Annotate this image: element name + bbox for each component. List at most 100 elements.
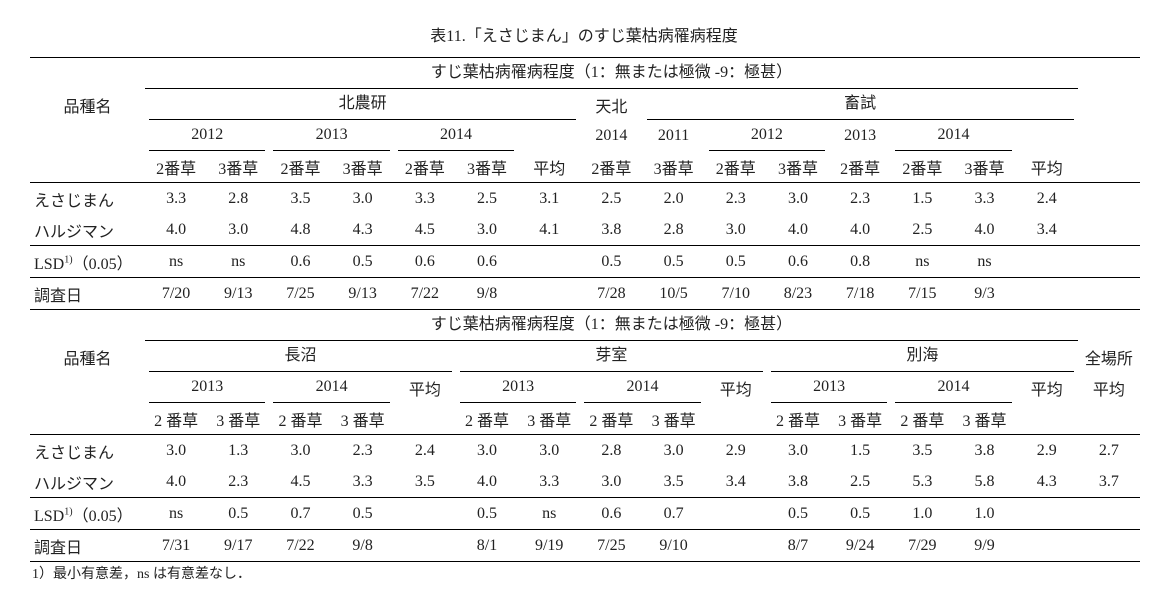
value-cell: 8/7 [766, 529, 830, 562]
value-cell: 3.0 [663, 441, 684, 459]
label-note: 1) [64, 254, 73, 266]
data-row: LSD1)（0.05） ns 0.5 0.7 0.5 0.5 ns 0.6 0.7 0.5 0.5 1… [30, 497, 1140, 530]
value-cell: ns [953, 245, 1016, 278]
row-label: 調査日 [30, 277, 145, 310]
row-label: 調査日 [30, 529, 145, 562]
value-cell: 7/29 [891, 529, 954, 562]
value-cell: 0.6 [580, 497, 643, 530]
value-cell: 3.0 [166, 441, 187, 459]
cut-header: 2番草 [704, 151, 767, 183]
value-cell: 8/23 [766, 277, 830, 310]
value-cell: 9/10 [642, 529, 705, 562]
empty-cell [704, 403, 767, 435]
header-row: 2013 2014 平均 2013 2014 平均 2013 2014 平均 平均 [30, 372, 1140, 403]
value-cell: 2.8 [228, 189, 249, 207]
label-text: 調査日 [34, 287, 83, 305]
value-cell: 3.0 [787, 189, 808, 207]
value-cell: 4.0 [829, 214, 892, 246]
data-table: 品種名 すじ葉枯病罹病程度（1：無または極微 -9：極甚） 長沼 芽室 別海 全場所 201… [30, 310, 1140, 562]
year-header: 2014 [891, 120, 1015, 151]
value-cell: 3.0 [352, 189, 373, 207]
value-cell: 2.9 [1036, 441, 1057, 459]
row-header: 品種名 [63, 350, 112, 368]
value-cell: 0.7 [642, 497, 705, 530]
site-header: 芽室 [456, 341, 767, 372]
empty-cell [1015, 245, 1078, 278]
site-label: 長沼 [149, 341, 452, 372]
value-cell: 9/3 [953, 277, 1016, 310]
value-cell: 3.5 [290, 189, 311, 207]
empty-cell [1078, 58, 1140, 90]
data-row: ハルジマン 4.0 3.0 4.8 4.3 4.5 3.0 4.1 3.8 2.8 3.0 4.0 4.… [30, 214, 1140, 246]
year-label: 2014 [895, 372, 1012, 403]
value-cell: 0.5 [829, 497, 892, 530]
value-cell: 0.5 [766, 497, 830, 530]
value-cell: 0.6 [269, 245, 332, 278]
label-suffix: （0.05） [72, 507, 133, 525]
empty-cell [393, 497, 456, 530]
value-cell: 2.4 [414, 441, 435, 459]
year-label: 2012 [708, 120, 826, 151]
year-label: 平均 [1030, 381, 1063, 399]
year-label: 平均 [719, 381, 752, 399]
header-row: 2012 2013 2014 2014 2011 2012 2013 2014 [30, 120, 1140, 151]
empty-cell [1077, 245, 1140, 278]
value-cell: 2.5 [477, 189, 498, 207]
data-row: LSD1)（0.05） ns ns 0.6 0.5 0.6 0.6 0.5 0.5 0.5 0.6 0… [30, 245, 1140, 278]
value-cell: 9/24 [829, 529, 892, 562]
cut-header: 3番草 [455, 151, 519, 183]
cut-header: 3番草 [331, 151, 394, 183]
year-label: 2012 [149, 120, 266, 151]
value-cell: 7/20 [145, 277, 208, 310]
value-cell: 2.5 [891, 214, 954, 246]
empty-cell [1078, 120, 1140, 151]
row-label: えさじまん [30, 435, 145, 467]
value-cell: 4.5 [269, 466, 332, 498]
value-cell: 4.3 [331, 214, 394, 246]
value-cell: 2.4 [1036, 189, 1057, 207]
empty-cell [1078, 183, 1140, 215]
empty-cell [1078, 310, 1140, 341]
cut-header: 2 番草 [580, 403, 643, 435]
empty-cell [1016, 120, 1078, 151]
site-label: 北農研 [149, 89, 577, 120]
year-header: 2014 [269, 372, 393, 403]
caption-cell: すじ葉枯病罹病程度（1：無または極微 -9：極甚） [145, 310, 1078, 341]
value-cell: 2.3 [352, 441, 373, 459]
year-header: 平均 [1078, 372, 1140, 403]
value-cell: 9/8 [331, 529, 394, 562]
label-text: ハルジマン [34, 475, 115, 493]
row-label: LSD1)（0.05） [30, 497, 145, 530]
value-cell: 0.5 [704, 245, 767, 278]
data-row: 調査日 7/31 9/17 7/22 9/8 8/1 9/19 7/25 9/10 8/7 9/24… [30, 529, 1140, 562]
value-cell: 3.0 [539, 441, 560, 459]
value-cell: 0.8 [829, 245, 892, 278]
value-cell: 2.9 [725, 441, 746, 459]
value-cell: 0.5 [207, 497, 270, 530]
value-cell: 4.0 [145, 214, 208, 246]
data-row: ハルジマン 4.0 2.3 4.5 3.3 3.5 4.0 3.3 3.0 3.5 3.4 3.8 2.… [30, 466, 1140, 498]
cut-header: 2番草 [145, 151, 208, 183]
value-cell: 2.3 [725, 189, 746, 207]
row-label: ハルジマン [30, 466, 145, 498]
value-cell: 2.3 [850, 189, 871, 207]
value-cell: 3.0 [455, 214, 519, 246]
year-header: 2014 [394, 120, 518, 151]
header-row: 品種名 すじ葉枯病罹病程度（1：無または極微 -9：極甚） [30, 310, 1140, 368]
label-text: えさじまん [34, 444, 115, 462]
empty-cell [1015, 277, 1078, 310]
year-label: 平均 [408, 381, 441, 399]
header-row: 北農研 天北 畜試 [30, 89, 1140, 120]
value-cell: 7/10 [704, 277, 767, 310]
value-cell: ns [145, 497, 208, 530]
value-cell: 3.0 [704, 214, 767, 246]
value-cell: 2.8 [642, 214, 705, 246]
value-cell: 3.3 [974, 189, 995, 207]
value-cell: 4.5 [393, 214, 456, 246]
cut-header: 2 番草 [145, 403, 208, 435]
value-cell: 3.4 [1015, 214, 1078, 246]
empty-cell [393, 529, 456, 562]
value-cell: 5.8 [953, 466, 1016, 498]
empty-cell [1077, 214, 1140, 246]
value-cell: 1.5 [912, 189, 933, 207]
